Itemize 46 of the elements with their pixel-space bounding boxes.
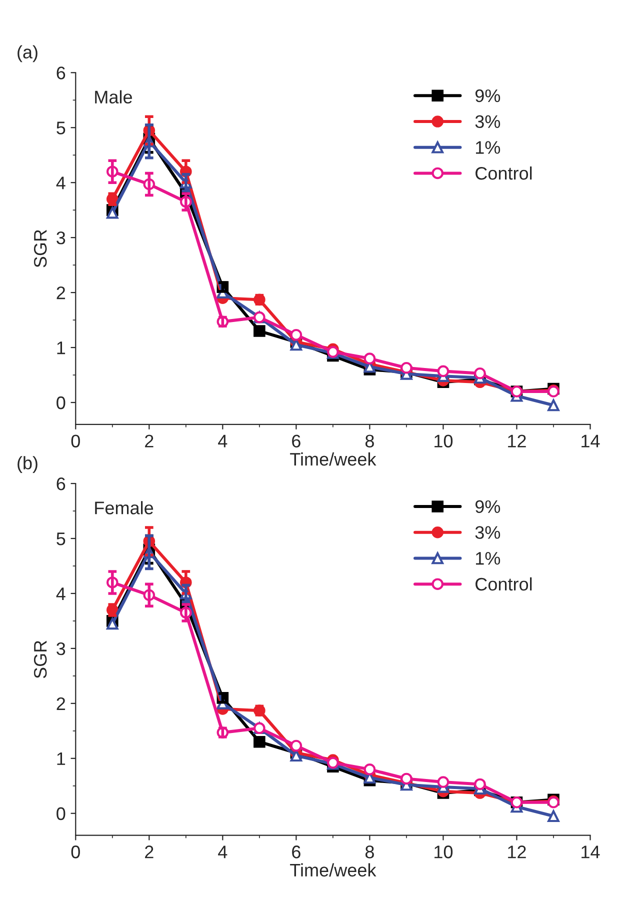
text: (b) <box>18 456 38 473</box>
legend-label: Control <box>476 166 532 180</box>
legend-label: 9% <box>475 500 500 514</box>
annotation: Female <box>95 501 154 514</box>
legend-label: 1% <box>476 552 500 565</box>
x-tick-label: 2 <box>145 846 154 858</box>
x-tick-label: 14 <box>582 846 600 858</box>
y-tick-label: 6 <box>56 477 66 490</box>
x-tick-label: 6 <box>292 846 300 858</box>
legend-label: 3% <box>475 526 500 539</box>
legend-label: 9% <box>475 89 500 102</box>
x-tick-label: 8 <box>365 434 374 448</box>
y-tick-label: 2 <box>56 286 66 300</box>
text: (a) <box>18 45 38 62</box>
legend-label: 3% <box>475 115 500 128</box>
x-tick-label: 6 <box>292 434 300 448</box>
y-tick-label: 2 <box>56 697 66 710</box>
x-tick-label: 0 <box>71 434 80 448</box>
y-tick-label: 6 <box>56 66 66 80</box>
y-axis-title: SGR <box>34 640 47 678</box>
x-axis-title: Time/week <box>290 452 376 466</box>
x-tick-label: 4 <box>218 846 228 858</box>
y-tick-label: 3 <box>56 642 66 656</box>
y-tick-label: 1 <box>57 342 66 354</box>
x-tick-label: 4 <box>218 434 228 448</box>
x-tick-label: 10 <box>434 434 453 448</box>
y-tick-label: 4 <box>56 176 66 190</box>
y-tick-label: 4 <box>56 588 66 600</box>
x-tick-label: 2 <box>145 434 154 448</box>
legend-label: 1% <box>476 141 500 154</box>
annotation: Male <box>95 90 132 104</box>
x-tick-label: 0 <box>71 846 80 858</box>
x-tick-label: 14 <box>582 434 600 448</box>
x-tick-label: 12 <box>508 846 526 858</box>
y-tick-label: 0 <box>56 396 66 410</box>
x-tick-label: 12 <box>508 434 526 448</box>
y-tick-label: 3 <box>56 232 66 244</box>
x-tick-label: 8 <box>365 846 374 858</box>
legend-label: Control <box>476 577 532 591</box>
x-axis-title: Time/week <box>290 863 376 877</box>
y-tick-label: 0 <box>56 807 66 820</box>
y-tick-label: 5 <box>56 532 66 546</box>
y-tick-label: 5 <box>56 122 66 134</box>
y-axis-title: SGR <box>34 230 47 268</box>
x-tick-label: 10 <box>434 846 453 858</box>
y-tick-label: 1 <box>57 752 66 765</box>
